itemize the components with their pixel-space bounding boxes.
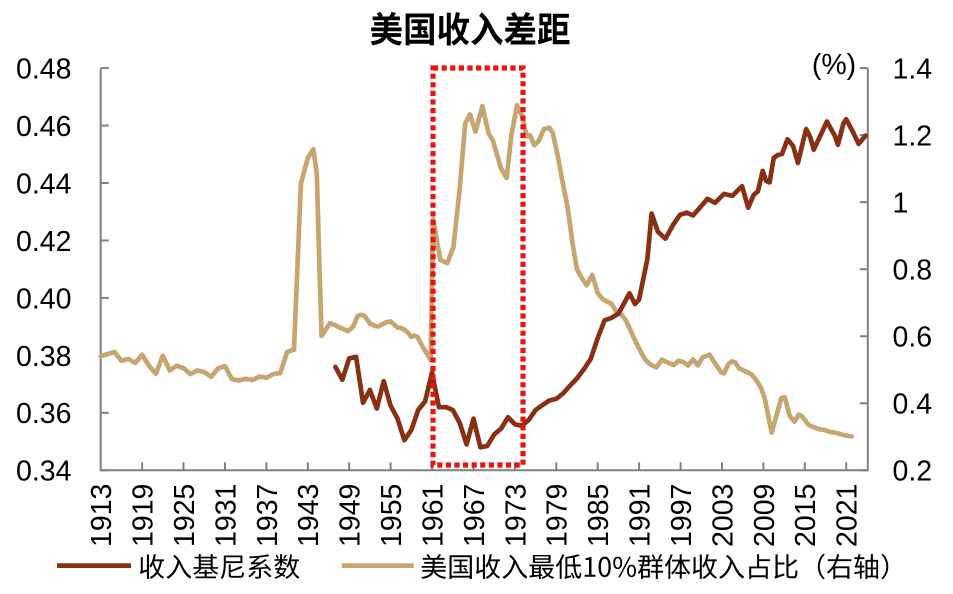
svg-text:0.46: 0.46	[16, 111, 71, 143]
svg-text:1919: 1919	[128, 484, 160, 547]
svg-text:1967: 1967	[459, 484, 491, 547]
svg-text:0.34: 0.34	[16, 456, 72, 488]
svg-text:2009: 2009	[749, 484, 781, 547]
svg-text:0.2: 0.2	[893, 456, 933, 488]
svg-text:1925: 1925	[169, 484, 201, 547]
svg-text:1979: 1979	[542, 484, 574, 547]
svg-text:0.38: 0.38	[16, 341, 71, 373]
svg-text:2015: 2015	[790, 484, 822, 547]
svg-text:0.44: 0.44	[16, 168, 72, 200]
svg-text:0.8: 0.8	[893, 255, 933, 287]
svg-text:1943: 1943	[293, 484, 325, 547]
svg-text:0.40: 0.40	[16, 283, 71, 315]
svg-text:1961: 1961	[417, 484, 449, 547]
svg-text:1: 1	[893, 188, 909, 220]
svg-text:1913: 1913	[86, 484, 118, 547]
svg-text:(%): (%)	[812, 49, 856, 81]
svg-text:0.6: 0.6	[893, 322, 933, 354]
svg-text:0.42: 0.42	[16, 226, 71, 258]
svg-text:1991: 1991	[625, 484, 657, 547]
svg-text:0.36: 0.36	[16, 398, 71, 430]
svg-text:1949: 1949	[335, 484, 367, 547]
svg-text:1.2: 1.2	[893, 121, 933, 153]
svg-text:2003: 2003	[707, 484, 739, 547]
svg-text:1955: 1955	[376, 484, 408, 547]
svg-text:1973: 1973	[500, 484, 532, 547]
svg-text:0.4: 0.4	[893, 389, 933, 421]
svg-text:0.48: 0.48	[16, 54, 71, 86]
svg-text:1931: 1931	[210, 484, 242, 547]
svg-text:2021: 2021	[832, 484, 864, 547]
svg-text:1.4: 1.4	[893, 54, 933, 86]
svg-text:1997: 1997	[666, 484, 698, 547]
svg-text:1937: 1937	[252, 484, 284, 547]
svg-text:1985: 1985	[583, 484, 615, 547]
